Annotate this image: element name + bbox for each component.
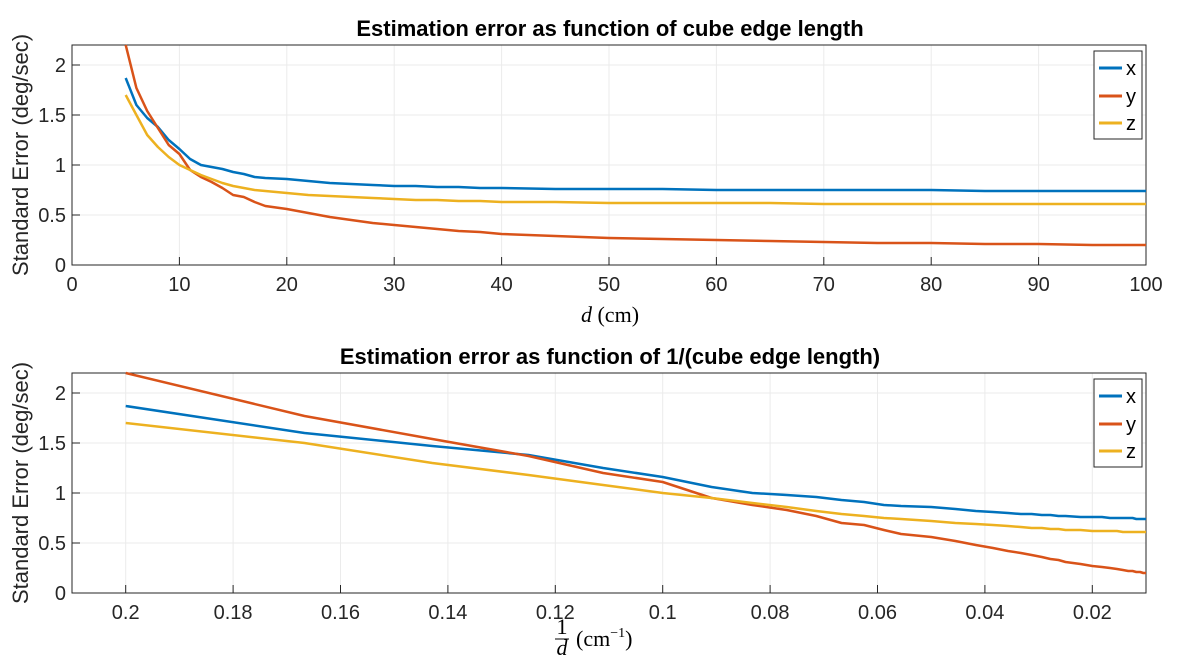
bottom-y-tick-label: 0 <box>55 583 66 605</box>
bottom-chart-title: Estimation error as function of 1/(cube … <box>340 344 880 369</box>
top-x-axis-label-unit: (cm) <box>592 302 639 327</box>
top-series-line-z <box>124 94 1146 206</box>
bottom-x-tick-label: 0.08 <box>751 602 790 624</box>
bottom-series-lines <box>125 371 1146 575</box>
top-x-tick-label: 10 <box>168 274 190 296</box>
bottom-x-tick-label: 0.06 <box>858 602 897 624</box>
top-series-lines <box>124 44 1146 247</box>
bottom-x-tick-label: 0.2 <box>112 602 140 624</box>
bottom-legend-label-z: z <box>1126 441 1136 463</box>
bottom-y-axis-label: Standard Error (deg/sec) <box>8 362 33 604</box>
top-legend: x y z <box>1093 50 1143 140</box>
top-subplot: 0 10 20 30 40 50 60 70 80 90 100 0 0.5 1 1.5 2 Estimati… <box>8 16 1163 327</box>
bottom-y-tick-label: 0.5 <box>38 533 66 555</box>
top-x-tick-label: 50 <box>598 274 620 296</box>
bottom-x-tick-label: 0.04 <box>965 602 1004 624</box>
bottom-x-tick-label: 0.18 <box>214 602 253 624</box>
bottom-legend-label-y: y <box>1126 414 1136 436</box>
bottom-legend: x y z <box>1093 378 1143 468</box>
top-y-tick-label: 1.5 <box>38 105 66 127</box>
top-x-tick-label: 20 <box>276 274 298 296</box>
top-legend-label-y: y <box>1126 86 1136 108</box>
top-series-line-x <box>124 77 1146 193</box>
bottom-x-axis-label-close: ) <box>625 626 632 651</box>
bottom-ticks: 0.2 0.18 0.16 0.14 0.12 0.1 0.08 0.06 0.04 0.02 0 0… <box>38 383 1112 624</box>
bottom-x-tick-label: 0.02 <box>1073 602 1112 624</box>
bottom-y-tick-label: 1 <box>55 483 66 505</box>
bottom-legend-label-x: x <box>1126 386 1136 408</box>
bottom-subplot: 0.2 0.18 0.16 0.14 0.12 0.1 0.08 0.06 0.04 0.02 0 0… <box>8 344 1147 660</box>
bottom-x-axis-label: 1 d (cm−1) <box>555 614 632 660</box>
top-legend-label-z: z <box>1126 113 1136 135</box>
bottom-x-tick-label: 0.14 <box>428 602 467 624</box>
bottom-series-line-z <box>125 421 1146 534</box>
top-y-tick-label: 2 <box>55 55 66 77</box>
top-x-tick-label: 90 <box>1027 274 1049 296</box>
top-y-axis-label: Standard Error (deg/sec) <box>8 34 33 276</box>
top-ticks: 0 10 20 30 40 50 60 70 80 90 100 0 0.5 1 1.5 2 <box>38 55 1163 296</box>
bottom-x-axis-label-numerator: 1 <box>557 614 568 639</box>
bottom-y-tick-label: 2 <box>55 383 66 405</box>
top-x-tick-label: 60 <box>705 274 727 296</box>
top-chart-title: Estimation error as function of cube edg… <box>356 16 863 41</box>
top-x-axis-label-var: d <box>581 302 593 327</box>
bottom-x-axis-label-exponent: −1 <box>610 626 625 641</box>
top-x-tick-label: 80 <box>920 274 942 296</box>
bottom-y-tick-label: 1.5 <box>38 433 66 455</box>
top-x-tick-label: 70 <box>813 274 835 296</box>
top-x-axis-label: d (cm) <box>581 302 639 327</box>
top-legend-label-x: x <box>1126 58 1136 80</box>
bottom-axes-box <box>71 372 1147 594</box>
top-x-tick-label: 40 <box>490 274 512 296</box>
bottom-x-tick-label: 0.16 <box>321 602 360 624</box>
top-y-tick-label: 0.5 <box>38 205 66 227</box>
bottom-x-tick-label: 0.1 <box>649 602 677 624</box>
top-x-tick-label: 30 <box>383 274 405 296</box>
top-y-tick-label: 1 <box>55 155 66 177</box>
top-x-tick-label: 0 <box>66 274 77 296</box>
top-x-tick-label: 100 <box>1129 274 1162 296</box>
bottom-x-axis-label-denominator: d <box>557 635 569 660</box>
bottom-series-line-x <box>125 404 1146 521</box>
top-y-tick-label: 0 <box>55 255 66 277</box>
bottom-x-tick-label: 0.12 <box>536 602 575 624</box>
